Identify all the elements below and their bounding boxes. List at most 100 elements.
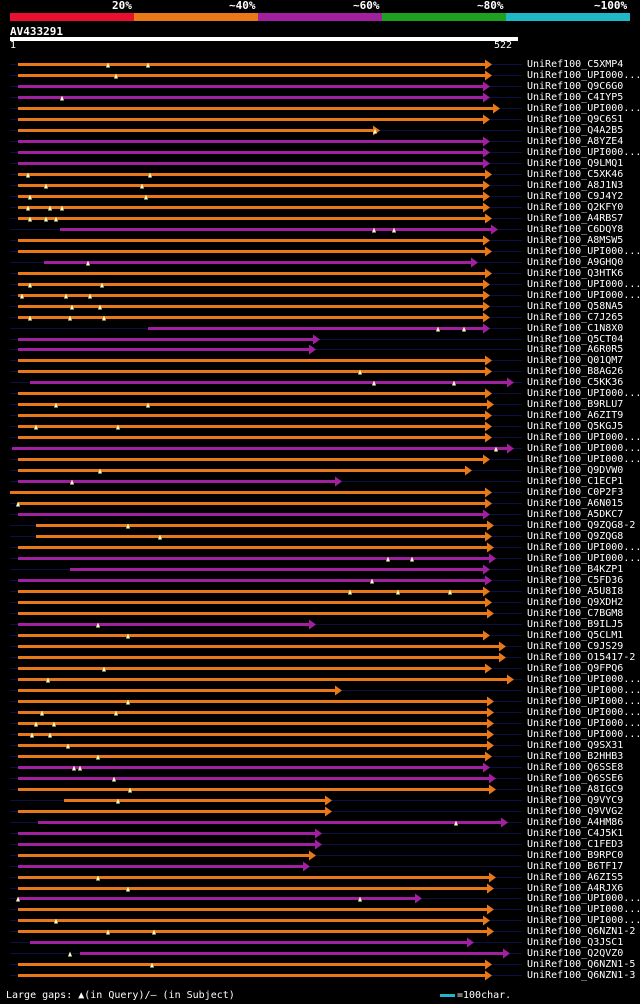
- hit-label[interactable]: UniRef100_Q9C6S1: [527, 113, 624, 125]
- hit-label[interactable]: UniRef100_UPI000...: [527, 728, 640, 740]
- hit-label[interactable]: UniRef100_A6ZIT9: [527, 409, 624, 421]
- hit-arrow-head: [489, 773, 496, 784]
- hit-label[interactable]: UniRef100_A8YZE4: [527, 135, 624, 147]
- hit-arrow-head: [483, 202, 490, 213]
- query-gap-marker: [68, 315, 72, 321]
- hit-label[interactable]: UniRef100_Q2KFY0: [527, 201, 624, 213]
- hit-label[interactable]: UniRef100_A5U8I8: [527, 585, 624, 597]
- hit-label[interactable]: UniRef100_Q9FPQ6: [527, 662, 624, 674]
- hit-label[interactable]: UniRef100_UPI000...: [527, 914, 640, 926]
- hit-label[interactable]: UniRef100_C1ECP1: [527, 475, 624, 487]
- hit-label[interactable]: UniRef100_B2HHB3: [527, 750, 624, 762]
- hit-label[interactable]: UniRef100_C7J265: [527, 311, 624, 323]
- hit-label[interactable]: UniRef100_UPI000...: [527, 387, 640, 399]
- hit-label[interactable]: UniRef100_B4KZP1: [527, 563, 624, 575]
- hit-label[interactable]: UniRef100_Q9C6G0: [527, 80, 624, 92]
- query-gap-marker: [28, 194, 32, 200]
- hit-label[interactable]: UniRef100_C9J4Y2: [527, 190, 624, 202]
- hit-label[interactable]: UniRef100_Q3HTK6: [527, 267, 624, 279]
- scale-label: =100char.: [457, 990, 512, 1001]
- hit-label[interactable]: UniRef100_B9RLU7: [527, 398, 624, 410]
- hit-label[interactable]: UniRef100_Q6SSE8: [527, 761, 624, 773]
- hit-label[interactable]: UniRef100_UPI000...: [527, 442, 640, 454]
- hit-label[interactable]: UniRef100_A4HM86: [527, 816, 624, 828]
- hit-label[interactable]: UniRef100_Q9ZQG8-2: [527, 519, 636, 531]
- hit-label[interactable]: UniRef100_Q4A2B5: [527, 124, 624, 136]
- hit-label[interactable]: UniRef100_Q01QM7: [527, 354, 624, 366]
- query-gap-marker: [392, 227, 396, 233]
- hit-arrow-head: [483, 92, 490, 103]
- hit-label[interactable]: UniRef100_B6TF17: [527, 860, 624, 872]
- hit-label[interactable]: UniRef100_UPI000...: [527, 289, 640, 301]
- hit-label[interactable]: UniRef100_Q9SX31: [527, 739, 624, 751]
- hit-label[interactable]: UniRef100_C0P2F3: [527, 486, 624, 498]
- hit-arrow-head: [489, 553, 496, 564]
- hit-label[interactable]: UniRef100_Q5CT04: [527, 333, 624, 345]
- hit-label[interactable]: UniRef100_UPI000...: [527, 903, 640, 915]
- hit-label[interactable]: UniRef100_UPI000...: [527, 684, 640, 696]
- hit-label[interactable]: UniRef100_UPI000...: [527, 146, 640, 158]
- hit-label[interactable]: UniRef100_UPI000...: [527, 706, 640, 718]
- hit-label[interactable]: UniRef100_Q2QVZ0: [527, 947, 624, 959]
- hit-label[interactable]: UniRef100_Q9VYC9: [527, 794, 624, 806]
- hit-label[interactable]: UniRef100_Q6NZN1-2: [527, 925, 636, 937]
- hit-label[interactable]: UniRef100_UPI000...: [527, 892, 640, 904]
- hit-label[interactable]: UniRef100_C5XMP4: [527, 58, 624, 70]
- hit-label[interactable]: UniRef100_C4J5K1: [527, 827, 624, 839]
- hit-label[interactable]: UniRef100_Q3JSC1: [527, 936, 624, 948]
- hit-label[interactable]: UniRef100_Q9DVW0: [527, 464, 624, 476]
- hit-label[interactable]: UniRef100_A6N015: [527, 497, 624, 509]
- hit-label[interactable]: UniRef100_A8IGC9: [527, 783, 624, 795]
- hit-arrow-head: [483, 915, 490, 926]
- hit-label[interactable]: UniRef100_UPI000...: [527, 69, 640, 81]
- hit-label[interactable]: UniRef100_UPI000...: [527, 717, 640, 729]
- hit-label[interactable]: UniRef100_A8J1N3: [527, 179, 624, 191]
- hit-arrow-head: [483, 509, 490, 520]
- hit-label[interactable]: UniRef100_C6DQY8: [527, 223, 624, 235]
- hit-label[interactable]: UniRef100_C5KK36: [527, 376, 624, 388]
- hit-label[interactable]: UniRef100_C7BGM8: [527, 607, 624, 619]
- hit-label[interactable]: UniRef100_O15417-2: [527, 651, 636, 663]
- hit-label[interactable]: UniRef100_C5XK46: [527, 168, 624, 180]
- hit-label[interactable]: UniRef100_UPI000...: [527, 453, 640, 465]
- hit-arrow-head: [487, 696, 494, 707]
- hit-label[interactable]: UniRef100_Q6NZN1-3: [527, 969, 636, 981]
- query-gap-marker: [54, 918, 58, 924]
- hit-label[interactable]: UniRef100_A6R0R5: [527, 343, 624, 355]
- hit-label[interactable]: UniRef100_Q9LMQ1: [527, 157, 624, 169]
- query-gap-marker: [54, 216, 58, 222]
- hit-label[interactable]: UniRef100_A4RBS7: [527, 212, 624, 224]
- hit-label[interactable]: UniRef100_C1N8X0: [527, 322, 624, 334]
- query-gap-marker: [126, 523, 130, 529]
- hit-label[interactable]: UniRef100_C1FED3: [527, 838, 624, 850]
- hit-label[interactable]: UniRef100_UPI000...: [527, 552, 640, 564]
- hit-label[interactable]: UniRef100_C9JS29: [527, 640, 624, 652]
- hit-label[interactable]: UniRef100_Q58NA5: [527, 300, 624, 312]
- hit-label[interactable]: UniRef100_Q5KGJ5: [527, 420, 624, 432]
- hit-label[interactable]: UniRef100_UPI000...: [527, 541, 640, 553]
- hit-label[interactable]: UniRef100_Q9VVG2: [527, 805, 624, 817]
- hit-label[interactable]: UniRef100_A5DKC7: [527, 508, 624, 520]
- hit-label[interactable]: UniRef100_UPI000...: [527, 673, 640, 685]
- hit-label[interactable]: UniRef100_C5FD36: [527, 574, 624, 586]
- hit-label[interactable]: UniRef100_B8AG26: [527, 365, 624, 377]
- hit-label[interactable]: UniRef100_UPI000...: [527, 695, 640, 707]
- hit-label[interactable]: UniRef100_Q5CLM1: [527, 629, 624, 641]
- hit-label[interactable]: UniRef100_UPI000...: [527, 278, 640, 290]
- hit-label[interactable]: UniRef100_B9ILJ5: [527, 618, 624, 630]
- hit-label[interactable]: UniRef100_UPI000...: [527, 102, 640, 114]
- percent-label-20: 20%: [112, 0, 132, 12]
- hit-label[interactable]: UniRef100_Q6SSE6: [527, 772, 624, 784]
- hit-label[interactable]: UniRef100_Q9ZQG8: [527, 530, 624, 542]
- hit-label[interactable]: UniRef100_A4RJX6: [527, 882, 624, 894]
- hit-label[interactable]: UniRef100_Q9XDH2: [527, 596, 624, 608]
- hit-label[interactable]: UniRef100_UPI000...: [527, 245, 640, 257]
- hit-label[interactable]: UniRef100_C4IYP5: [527, 91, 624, 103]
- hit-label[interactable]: UniRef100_A8MSW5: [527, 234, 624, 246]
- hit-label[interactable]: UniRef100_B9RPC0: [527, 849, 624, 861]
- hit-label[interactable]: UniRef100_Q6NZN1-5: [527, 958, 636, 970]
- hit-arrow-head: [485, 751, 492, 762]
- hit-label[interactable]: UniRef100_A9GHQ0: [527, 256, 624, 268]
- hit-label[interactable]: UniRef100_UPI000...: [527, 431, 640, 443]
- hit-label[interactable]: UniRef100_A6ZIS5: [527, 871, 624, 883]
